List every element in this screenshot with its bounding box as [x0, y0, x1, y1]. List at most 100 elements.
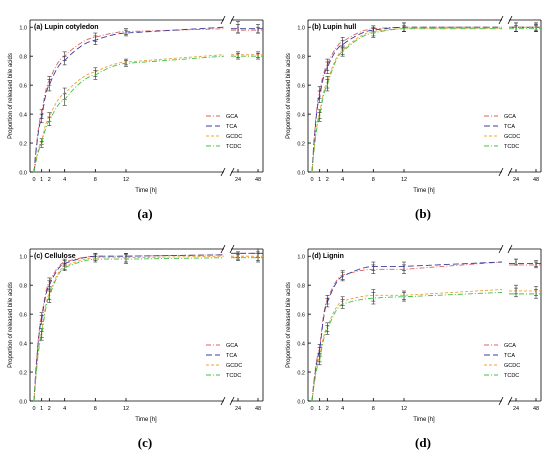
- legend-label: TCDC: [504, 373, 519, 379]
- data-point: [257, 27, 259, 30]
- y-tick-label: 1.0: [19, 26, 27, 32]
- y-axis-title: Proportion of released bile acids: [286, 282, 292, 368]
- x-tick-label: 12: [401, 406, 407, 412]
- y-tick-label: 0.0: [297, 171, 305, 177]
- data-point: [326, 329, 329, 331]
- legend-label: TCA: [504, 353, 515, 359]
- data-point: [535, 293, 537, 295]
- legend-label: GCA: [504, 343, 516, 349]
- x-tick-label: 12: [123, 406, 129, 412]
- series-line-tcdc: [33, 55, 225, 173]
- data-point: [341, 275, 344, 278]
- data-point: [48, 284, 51, 286]
- y-tick-label: 0.6: [19, 84, 27, 90]
- data-point: [63, 267, 66, 269]
- data-point: [63, 98, 66, 101]
- legend-label: GCDC: [504, 134, 520, 140]
- axis-break-mark: [229, 167, 235, 177]
- x-tick-label: 2: [326, 177, 329, 183]
- y-tick-label: 0.6: [19, 313, 27, 319]
- axis-break-mark: [220, 167, 226, 177]
- legend-label: GCA: [226, 343, 238, 349]
- y-tick-label: 0.0: [19, 400, 27, 406]
- chart-title: (d) Lignin: [312, 253, 344, 260]
- data-point: [125, 62, 127, 65]
- data-point: [341, 51, 344, 53]
- x-tick-label: 8: [372, 406, 375, 412]
- y-tick-label: 0.6: [297, 84, 305, 90]
- x-tick-label: 48: [255, 177, 261, 183]
- series-line-tca: [311, 261, 503, 402]
- legend-label: TCDC: [504, 144, 519, 150]
- series-line-gca: [311, 261, 503, 402]
- data-point: [48, 84, 51, 86]
- axis-break-mark: [220, 396, 226, 406]
- y-axis-title: Proportion of released bile acids: [8, 53, 14, 139]
- axis-break-mark: [507, 167, 513, 177]
- x-tick-label: 1: [40, 177, 43, 183]
- chart-title: (a) Lupin cotyledon: [34, 24, 99, 31]
- x-tick-label: 4: [341, 177, 344, 183]
- data-point: [318, 116, 321, 118]
- series-line-gca: [33, 28, 225, 173]
- panel-caption: (a): [137, 206, 152, 221]
- chart-title: (c) Cellulose: [34, 253, 76, 260]
- x-tick-label: 0: [310, 177, 313, 183]
- x-tick-label: 2: [48, 406, 51, 412]
- x-tick-label: 12: [123, 177, 129, 183]
- panel-caption: (b): [415, 206, 431, 221]
- data-point: [515, 261, 517, 263]
- series-line-gca: [311, 26, 502, 173]
- series-line-gcdc: [33, 54, 225, 173]
- data-point: [372, 32, 375, 34]
- data-point: [318, 359, 321, 362]
- x-tick-label: 48: [255, 406, 261, 412]
- x-tick-label: 24: [513, 177, 519, 183]
- chart-title: (b) Lupin hull: [312, 24, 356, 31]
- data-point: [318, 96, 321, 98]
- axis-break-mark: [229, 15, 235, 25]
- data-point: [341, 43, 344, 46]
- y-tick-label: 0.4: [19, 342, 27, 348]
- series-line-gcdc: [33, 255, 225, 402]
- data-point: [94, 74, 97, 76]
- data-point: [40, 143, 43, 146]
- y-axis-title: Proportion of released bile acids: [286, 53, 292, 139]
- x-axis-title: Time [h]: [413, 417, 435, 423]
- x-tick-label: 2: [48, 177, 51, 183]
- x-tick-label: 4: [341, 406, 344, 412]
- y-tick-label: 0.6: [297, 313, 305, 319]
- axis-break-mark: [229, 244, 235, 254]
- y-tick-label: 0.0: [297, 400, 305, 406]
- y-tick-label: 0.2: [19, 142, 27, 148]
- data-point: [515, 27, 517, 30]
- data-point: [237, 26, 239, 28]
- x-tick-label: 0: [310, 406, 313, 412]
- x-tick-label: 1: [318, 406, 321, 412]
- data-point: [40, 117, 43, 120]
- series-line-tcdc: [311, 291, 503, 402]
- axis-break-mark: [498, 396, 504, 406]
- x-tick-label: 4: [63, 406, 66, 412]
- series-line-tcdc: [33, 257, 225, 402]
- axis-break-mark: [498, 15, 504, 25]
- data-point: [326, 301, 329, 304]
- series-line-tca: [33, 254, 225, 402]
- series-line-gcdc: [311, 289, 503, 402]
- x-tick-label: 1: [40, 406, 43, 412]
- series-line-tca: [33, 26, 225, 173]
- y-tick-label: 0.4: [297, 113, 305, 119]
- data-point: [341, 303, 344, 305]
- x-axis-title: Time [h]: [135, 417, 157, 423]
- y-tick-label: 0.8: [297, 55, 305, 61]
- data-point: [94, 39, 97, 41]
- data-point: [237, 256, 239, 259]
- x-tick-label: 24: [235, 177, 241, 183]
- x-tick-label: 8: [94, 177, 97, 183]
- x-tick-label: 12: [401, 177, 407, 183]
